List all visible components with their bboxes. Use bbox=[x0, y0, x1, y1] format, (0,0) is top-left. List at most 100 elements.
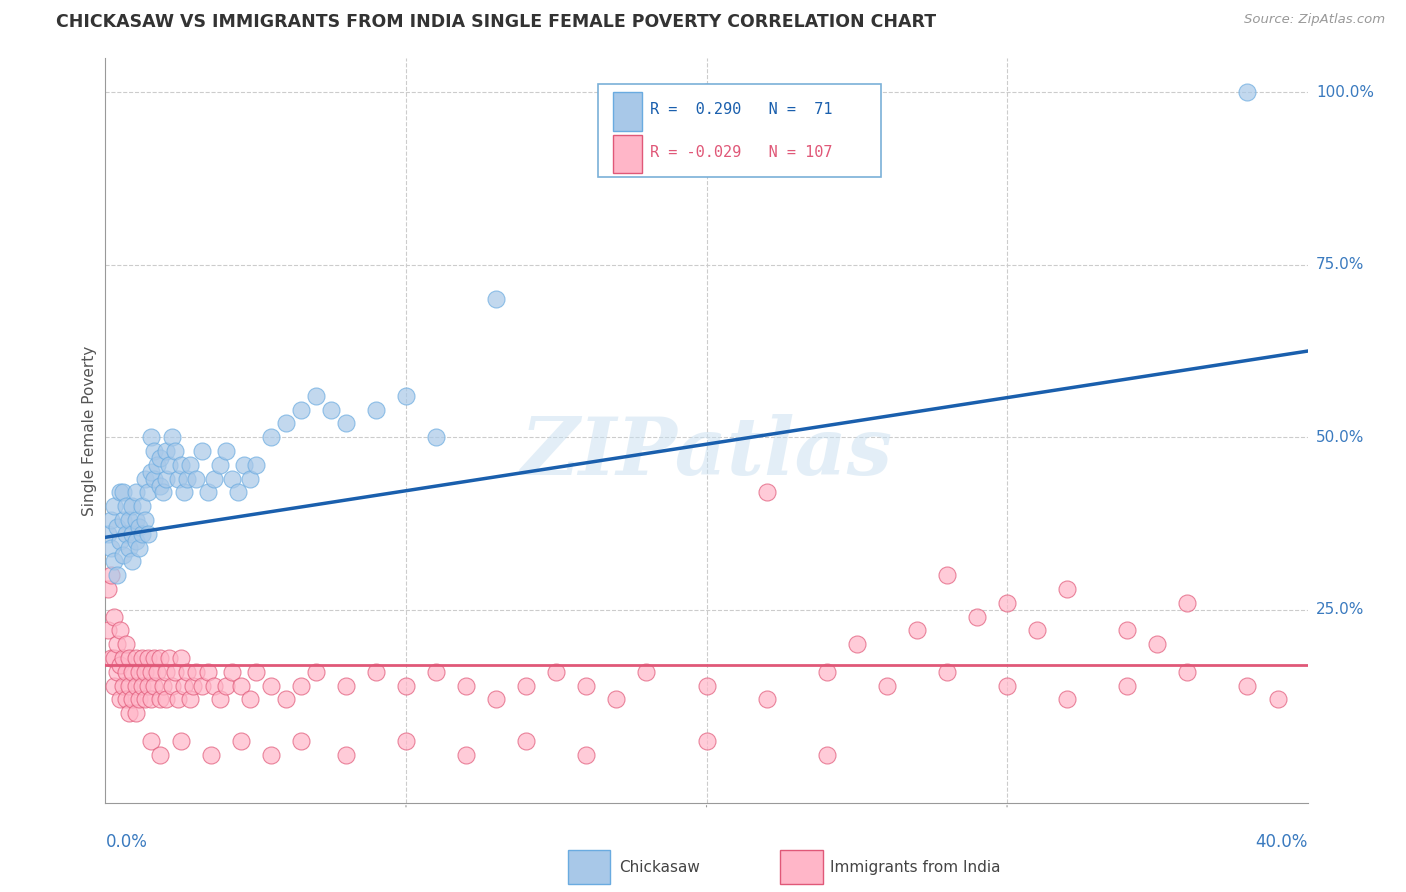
Point bbox=[214, 444, 236, 458]
Point bbox=[139, 465, 162, 479]
Point bbox=[136, 526, 159, 541]
Point bbox=[136, 679, 159, 693]
Point bbox=[142, 679, 165, 693]
Point bbox=[214, 679, 236, 693]
Text: 75.0%: 75.0% bbox=[1316, 258, 1364, 272]
Point bbox=[115, 637, 138, 651]
Point bbox=[1116, 679, 1139, 693]
Point bbox=[179, 692, 201, 706]
Point bbox=[115, 665, 138, 679]
Point bbox=[575, 679, 598, 693]
Point bbox=[121, 692, 143, 706]
Point bbox=[157, 458, 180, 472]
Point bbox=[221, 472, 243, 486]
Point bbox=[124, 651, 146, 665]
Point bbox=[97, 624, 120, 638]
Point bbox=[152, 679, 174, 693]
Point bbox=[425, 665, 447, 679]
Point bbox=[121, 554, 143, 568]
Point bbox=[124, 706, 146, 720]
Point bbox=[103, 554, 125, 568]
Point bbox=[131, 651, 153, 665]
Text: Immigrants from India: Immigrants from India bbox=[830, 860, 1000, 874]
Point bbox=[155, 665, 177, 679]
Point bbox=[364, 665, 387, 679]
Point bbox=[305, 665, 328, 679]
Point bbox=[134, 472, 156, 486]
Point bbox=[575, 747, 598, 762]
Point bbox=[454, 679, 477, 693]
Point bbox=[112, 513, 135, 527]
Point bbox=[142, 472, 165, 486]
Point bbox=[229, 733, 252, 747]
Point bbox=[107, 568, 129, 582]
Point bbox=[112, 485, 135, 500]
Point bbox=[118, 513, 141, 527]
Point bbox=[103, 651, 125, 665]
Point bbox=[118, 706, 141, 720]
Point bbox=[290, 402, 312, 417]
Point bbox=[169, 733, 191, 747]
Point bbox=[110, 624, 132, 638]
Text: Source: ZipAtlas.com: Source: ZipAtlas.com bbox=[1244, 13, 1385, 27]
Text: 25.0%: 25.0% bbox=[1316, 602, 1364, 617]
Point bbox=[115, 526, 138, 541]
Point bbox=[179, 458, 201, 472]
FancyBboxPatch shape bbox=[613, 135, 641, 173]
Point bbox=[115, 500, 138, 514]
Point bbox=[395, 389, 418, 403]
Point bbox=[100, 568, 122, 582]
Point bbox=[546, 665, 568, 679]
Point bbox=[107, 665, 129, 679]
Point bbox=[260, 679, 283, 693]
Point bbox=[995, 596, 1018, 610]
Point bbox=[1175, 596, 1198, 610]
Point bbox=[118, 541, 141, 555]
Point bbox=[636, 665, 658, 679]
Y-axis label: Single Female Poverty: Single Female Poverty bbox=[82, 345, 97, 516]
Point bbox=[163, 444, 186, 458]
Point bbox=[145, 665, 167, 679]
Point bbox=[139, 430, 162, 444]
Point bbox=[124, 533, 146, 548]
Point bbox=[181, 679, 204, 693]
Point bbox=[134, 513, 156, 527]
Point bbox=[128, 541, 150, 555]
Point bbox=[100, 651, 122, 665]
Point bbox=[815, 747, 838, 762]
Point bbox=[148, 692, 170, 706]
Point bbox=[110, 533, 132, 548]
Point bbox=[169, 651, 191, 665]
Point bbox=[290, 733, 312, 747]
Text: CHICKASAW VS IMMIGRANTS FROM INDIA SINGLE FEMALE POVERTY CORRELATION CHART: CHICKASAW VS IMMIGRANTS FROM INDIA SINGL… bbox=[56, 13, 936, 31]
Point bbox=[245, 458, 267, 472]
Point bbox=[128, 692, 150, 706]
Point bbox=[121, 665, 143, 679]
Point bbox=[515, 679, 537, 693]
Text: R =  0.290   N =  71: R = 0.290 N = 71 bbox=[650, 103, 832, 117]
Point bbox=[1175, 665, 1198, 679]
Point bbox=[755, 485, 778, 500]
Point bbox=[1267, 692, 1289, 706]
Point bbox=[1056, 582, 1078, 596]
Point bbox=[190, 679, 212, 693]
Point bbox=[131, 679, 153, 693]
Point bbox=[239, 472, 262, 486]
Point bbox=[260, 430, 283, 444]
Point bbox=[1236, 86, 1258, 100]
Point bbox=[97, 526, 120, 541]
Point bbox=[274, 417, 297, 431]
Point bbox=[966, 609, 988, 624]
Point bbox=[121, 500, 143, 514]
Point bbox=[755, 692, 778, 706]
Point bbox=[103, 609, 125, 624]
Point bbox=[155, 472, 177, 486]
Point bbox=[245, 665, 267, 679]
Point bbox=[136, 651, 159, 665]
Point bbox=[107, 637, 129, 651]
Point bbox=[118, 679, 141, 693]
Point bbox=[139, 733, 162, 747]
Point bbox=[202, 472, 225, 486]
Point bbox=[110, 692, 132, 706]
Point bbox=[1116, 624, 1139, 638]
